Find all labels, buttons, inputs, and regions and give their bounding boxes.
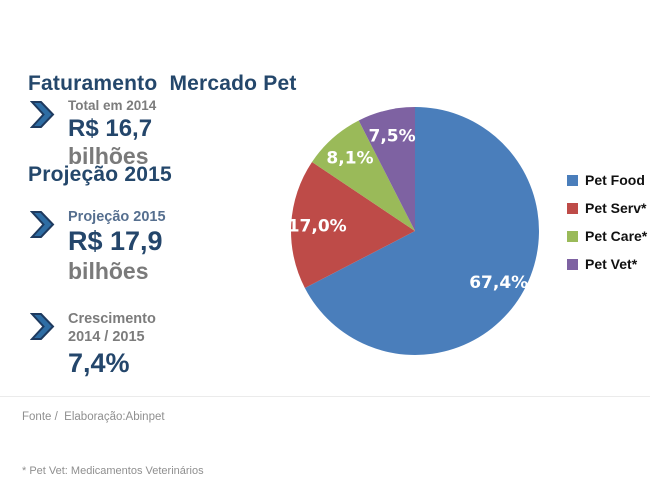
legend-swatch-pet-serv: [567, 202, 578, 214]
stat-crescimento: Crescimento 2014 / 2015 7,4%: [30, 310, 156, 380]
legend-item-pet-vet: Pet Vet*: [567, 255, 647, 273]
footer-divider: [0, 396, 650, 397]
stat-value: R$ 17,9: [68, 226, 163, 257]
pie-slice-pet-care: [312, 120, 415, 231]
footnotes: * Pet Vet: Medicamentos Veterinários * P…: [22, 441, 394, 486]
stat-label: Total em 2014: [68, 98, 157, 113]
legend-item-pet-food: Pet Food: [567, 171, 647, 189]
pie-slice-pet-food: [304, 107, 539, 355]
chart-legend: Pet Food Pet Serv* Pet Care* Pet Vet*: [567, 171, 647, 283]
source-note: Fonte / Elaboração:Abinpet: [22, 411, 165, 423]
pie-chart: 67,4% 17,0% 8,1%7,5%: [288, 107, 539, 355]
stat-label: Projeção 2015: [68, 209, 166, 225]
title-line-1: Faturamento Mercado Pet: [28, 71, 297, 95]
chevron-right-icon: [30, 211, 55, 238]
pie-slice-pet-serv: [291, 161, 415, 288]
legend-label: Pet Serv*: [585, 200, 647, 216]
chevron-right-icon: [30, 101, 55, 128]
legend-item-pet-serv: Pet Serv*: [567, 199, 647, 217]
footnote-pet-vet: * Pet Vet: Medicamentos Veterinários: [22, 465, 204, 478]
stat-label: Crescimento: [68, 311, 156, 327]
legend-swatch-pet-food: [567, 174, 578, 186]
stat-value: 7,4%: [68, 348, 130, 379]
legend-item-pet-care: Pet Care*: [567, 227, 647, 245]
pie-slice-percentage-label: 8,1%: [326, 149, 373, 169]
stat-label-line2: 2014 / 2015: [68, 329, 145, 346]
pie-slice-percentage-label: 67,4%: [469, 273, 528, 293]
pie-slice-percentage-label: 7,5%: [369, 127, 416, 147]
stat-total-2014: Total em 2014 R$ 16,7 bilhões: [30, 98, 156, 171]
legend-swatch-pet-care: [567, 230, 578, 242]
legend-swatch-pet-vet: [567, 258, 578, 270]
page-title: Faturamento Mercado Pet Projeção 2015: [28, 8, 297, 252]
legend-label: Pet Care*: [585, 228, 648, 244]
stat-unit: bilhões: [68, 143, 149, 170]
stat-unit: bilhões: [68, 257, 149, 284]
pie-slice-pet-vet: [358, 107, 415, 231]
stat-value: R$ 16,7: [68, 114, 153, 142]
title-line-2: Projeção 2015: [28, 163, 172, 187]
chevron-right-icon: [30, 313, 55, 340]
stat-projecao-2015: Projeção 2015 R$ 17,9 bilhões: [30, 208, 166, 286]
legend-label: Pet Vet*: [585, 256, 638, 272]
pie-slice-percentage-label: 17,0%: [288, 217, 347, 237]
legend-label: Pet Food: [585, 172, 645, 188]
